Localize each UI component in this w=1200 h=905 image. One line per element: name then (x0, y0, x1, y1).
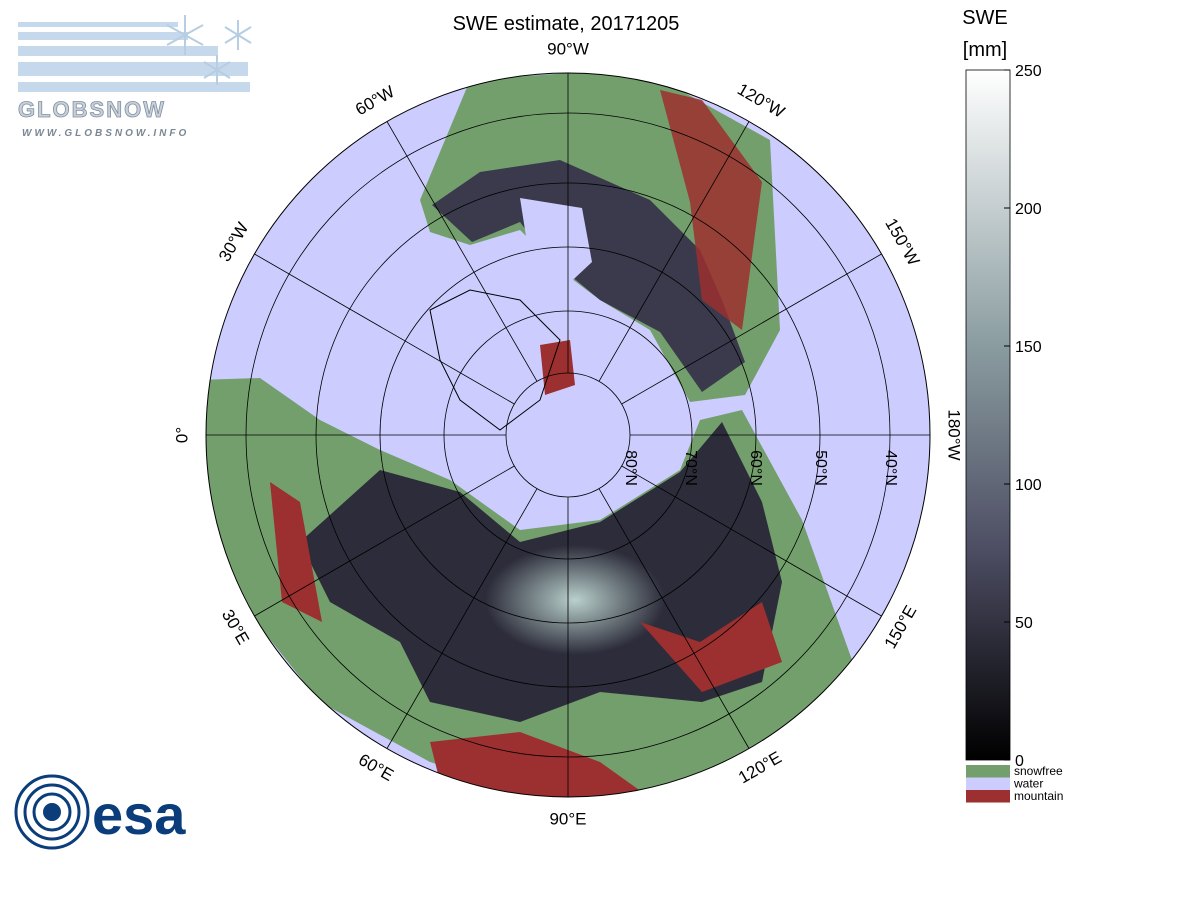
esa-logo: esa (14, 774, 186, 850)
meridian (621, 465, 882, 617)
map-body (206, 73, 930, 797)
logo-url: WWW.GLOBSNOW.INFO (22, 128, 189, 139)
legend-label: water (1013, 777, 1043, 791)
colorbar-tick-label: 50 (1015, 615, 1033, 632)
latitude-label: 70°N (682, 450, 699, 486)
meridian (598, 121, 750, 382)
longitude-label: 90°E (549, 809, 586, 828)
colorbar-unit: [mm] (963, 39, 1007, 61)
legend-label: snowfree (1014, 764, 1063, 778)
longitude-label: 120°E (735, 748, 785, 788)
latitude-labels: 80°N 70°N 60°N 50°N 40°N (622, 450, 899, 486)
latitude-label: 60°N (747, 450, 764, 486)
meridian (254, 253, 515, 405)
latitude-label: 40°N (882, 450, 899, 486)
meridian (621, 253, 882, 405)
colorbar (965, 69, 1011, 761)
meridian (386, 488, 538, 749)
legend-swatch (966, 777, 1010, 790)
colorbar-tick-label: 200 (1015, 201, 1042, 218)
colorbar-tick-label: 250 (1015, 63, 1042, 80)
graticule (206, 73, 930, 797)
legend-label: mountain (1014, 789, 1063, 803)
deep-snow (485, 545, 665, 655)
rocky-mountains (660, 90, 762, 330)
longitude-label: 180°W (945, 409, 964, 460)
colorbar-label: SWE (962, 7, 1008, 29)
longitude-label: 150°E (881, 602, 921, 652)
latitude-label: 50°N (812, 450, 829, 486)
snow-north-america (432, 160, 745, 392)
latitude-label: 80°N (622, 450, 639, 486)
longitude-label: 60°W (352, 82, 398, 119)
map-edge (205, 72, 931, 798)
logo-name: GLOBSNOW (18, 97, 166, 122)
hudson-bay (520, 198, 592, 292)
longitude-label: 60°E (355, 750, 397, 785)
colorbar-tick-label: 0 (1015, 753, 1024, 770)
map-title: SWE estimate, 20171205 (453, 13, 680, 35)
legend-swatch (966, 765, 1010, 778)
esa-text: esa (92, 783, 186, 846)
meridian (386, 121, 538, 382)
siberia-mountains (640, 602, 782, 692)
longitude-label: 90°W (547, 39, 589, 58)
colorbar-tick-label: 100 (1015, 477, 1042, 494)
longitude-label: 120°W (734, 80, 788, 122)
longitude-label: 0° (172, 427, 191, 443)
colorbar-tick-label: 150 (1015, 339, 1042, 356)
baffin-mountains (540, 340, 575, 395)
longitude-label: 30°E (218, 606, 253, 648)
colorbar-ticks: 0 50 100 150 200 250 (1004, 63, 1042, 770)
meridian (598, 488, 750, 749)
legend-swatch (966, 790, 1010, 803)
meridian (254, 465, 515, 617)
longitude-label: 30°W (215, 219, 252, 265)
scandinavia-mountains (270, 482, 322, 622)
globsnow-logo: GLOBSNOW WWW.GLOBSNOW.INFO (18, 15, 252, 139)
longitude-label: 150°W (881, 215, 923, 269)
